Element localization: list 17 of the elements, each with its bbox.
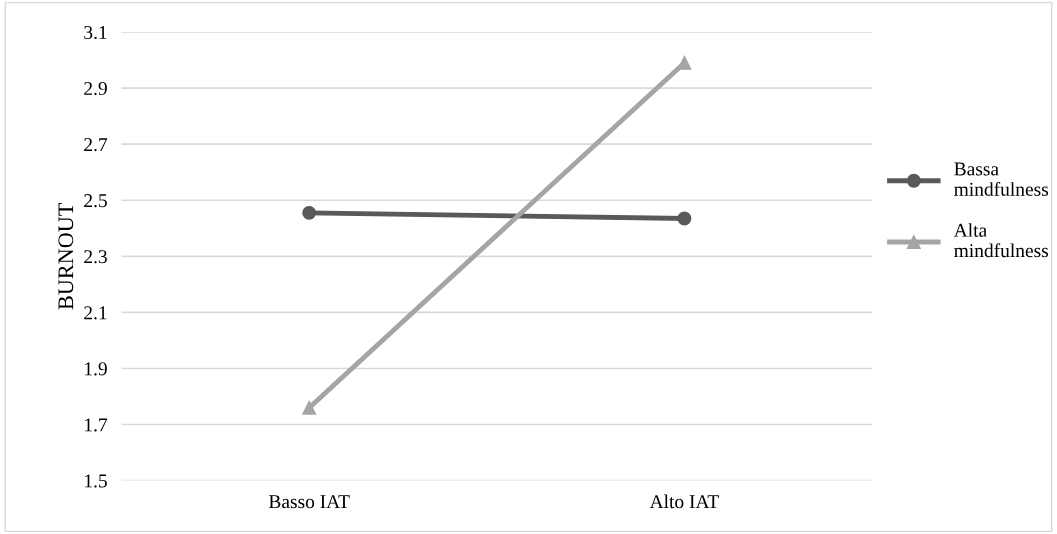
legend-label: Alta mindfulness xyxy=(953,223,1049,258)
point xyxy=(302,400,317,415)
y-axis-title: BURNOUT xyxy=(58,202,74,310)
x-tick-label: Basso IAT xyxy=(268,495,350,509)
y-tick-label: 1.9 xyxy=(85,362,107,376)
y-tick-label: 1.7 xyxy=(85,418,108,432)
y-tick-label: 2.3 xyxy=(84,250,107,264)
y-tick-label: 2.9 xyxy=(84,81,107,96)
x-tick-label: Alto IAT xyxy=(649,494,719,509)
point xyxy=(677,211,692,226)
point xyxy=(302,205,317,220)
y-tick-label: 1.5 xyxy=(85,474,107,488)
y-tick-label: 3.1 xyxy=(84,25,107,40)
y-tick-label: 2.7 xyxy=(84,138,108,152)
y-tick-label: 2.1 xyxy=(84,306,107,320)
legend-label: Bassa mindfulness xyxy=(954,162,1049,196)
y-tick-label: 2.5 xyxy=(84,194,107,208)
